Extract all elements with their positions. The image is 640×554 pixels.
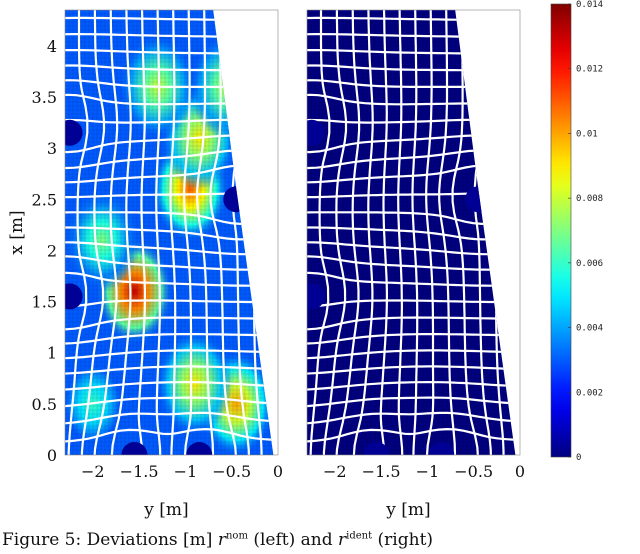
mesh-hole: [363, 442, 390, 455]
mesh-hole: [65, 283, 83, 310]
axes-frame: [306, 9, 521, 456]
colorbar-tick-label: 0.006: [576, 259, 603, 269]
colorbar-tick-label: 0.004: [576, 324, 603, 334]
colorbar-tick-label: 0.012: [576, 65, 603, 75]
x-tick-label: −1: [416, 462, 440, 481]
x-tick-label: −1.5: [120, 462, 159, 481]
caption-suffix: (right): [377, 530, 434, 550]
mesh-hole: [307, 119, 325, 146]
panel-left: −2 −1.5 −1 −0.5 0 y [m] 0 0.5 1 1.5 2 2.5 3 3.5 4 x [m]: [7, 9, 283, 520]
colorbar-tick-label: 0.01: [576, 129, 598, 139]
panel-right: −2 −1.5 −1 −0.5 0 y [m]: [306, 9, 525, 520]
colorbar: 0 0.002 0.004 0.006 0.008 0.01 0.012 0.014: [550, 0, 603, 463]
heatmap-field: [65, 10, 274, 455]
mesh-hole: [465, 186, 492, 213]
mesh-hole: [186, 442, 213, 455]
y-tick-label: 0: [47, 446, 57, 465]
colorbar-gradient: [550, 3, 572, 458]
x-axis-label: y [m]: [385, 500, 430, 520]
caption-prefix: Figure 5: Deviations [m]: [2, 530, 213, 550]
colorbar-tick-label: 0: [576, 453, 581, 463]
y-tick-label: 4: [47, 37, 57, 56]
x-tick-label: −1.5: [362, 462, 401, 481]
y-tick-label: 3.5: [32, 88, 57, 107]
y-tick-label: 0.5: [32, 395, 57, 414]
caption-sup-right: ident: [346, 530, 373, 542]
x-tick-label: 0: [515, 462, 525, 481]
heatmap-field: [307, 10, 516, 455]
figure-canvas: −2 −1.5 −1 −0.5 0 y [m] 0 0.5 1 1.5 2 2.5 3 3.5 4 x [m]…: [7, 0, 603, 520]
x-tick-label: −1: [174, 462, 198, 481]
axes-frame: [64, 9, 279, 456]
mesh-hole: [223, 186, 250, 213]
y-axis-label: x [m]: [7, 210, 27, 254]
y-tick-label: 2: [47, 241, 57, 260]
caption-sup-left: nom: [225, 530, 248, 542]
y-tick-label: 1.5: [32, 293, 57, 312]
mesh-hole: [428, 442, 455, 455]
x-tick-label: −0.5: [454, 462, 493, 481]
caption-mid: (left) and: [253, 530, 333, 550]
y-tick-label: 1: [47, 344, 57, 363]
heatmap-hotspot: [65, 188, 141, 293]
mesh-hole: [307, 283, 325, 310]
x-tick-label: −2: [323, 462, 347, 481]
mesh-hole: [121, 442, 148, 455]
colorbar-tick-label: 0.014: [576, 0, 603, 10]
figure-caption: Figure 5: Deviations [m] rnom (left) and…: [2, 530, 638, 554]
caption-symbol-left: r: [217, 530, 226, 550]
y-tick-label: 3: [47, 139, 57, 158]
colorbar-tick-label: 0.008: [576, 194, 603, 204]
caption-symbol-right: r: [338, 530, 347, 550]
colorbar-tick-label: 0.002: [576, 388, 603, 398]
x-tick-label: −2: [81, 462, 105, 481]
mesh-hole: [65, 119, 83, 146]
x-axis-label: y [m]: [143, 500, 188, 520]
x-tick-label: 0: [273, 462, 283, 481]
x-tick-label: −0.5: [212, 462, 251, 481]
y-tick-label: 2.5: [32, 190, 57, 209]
